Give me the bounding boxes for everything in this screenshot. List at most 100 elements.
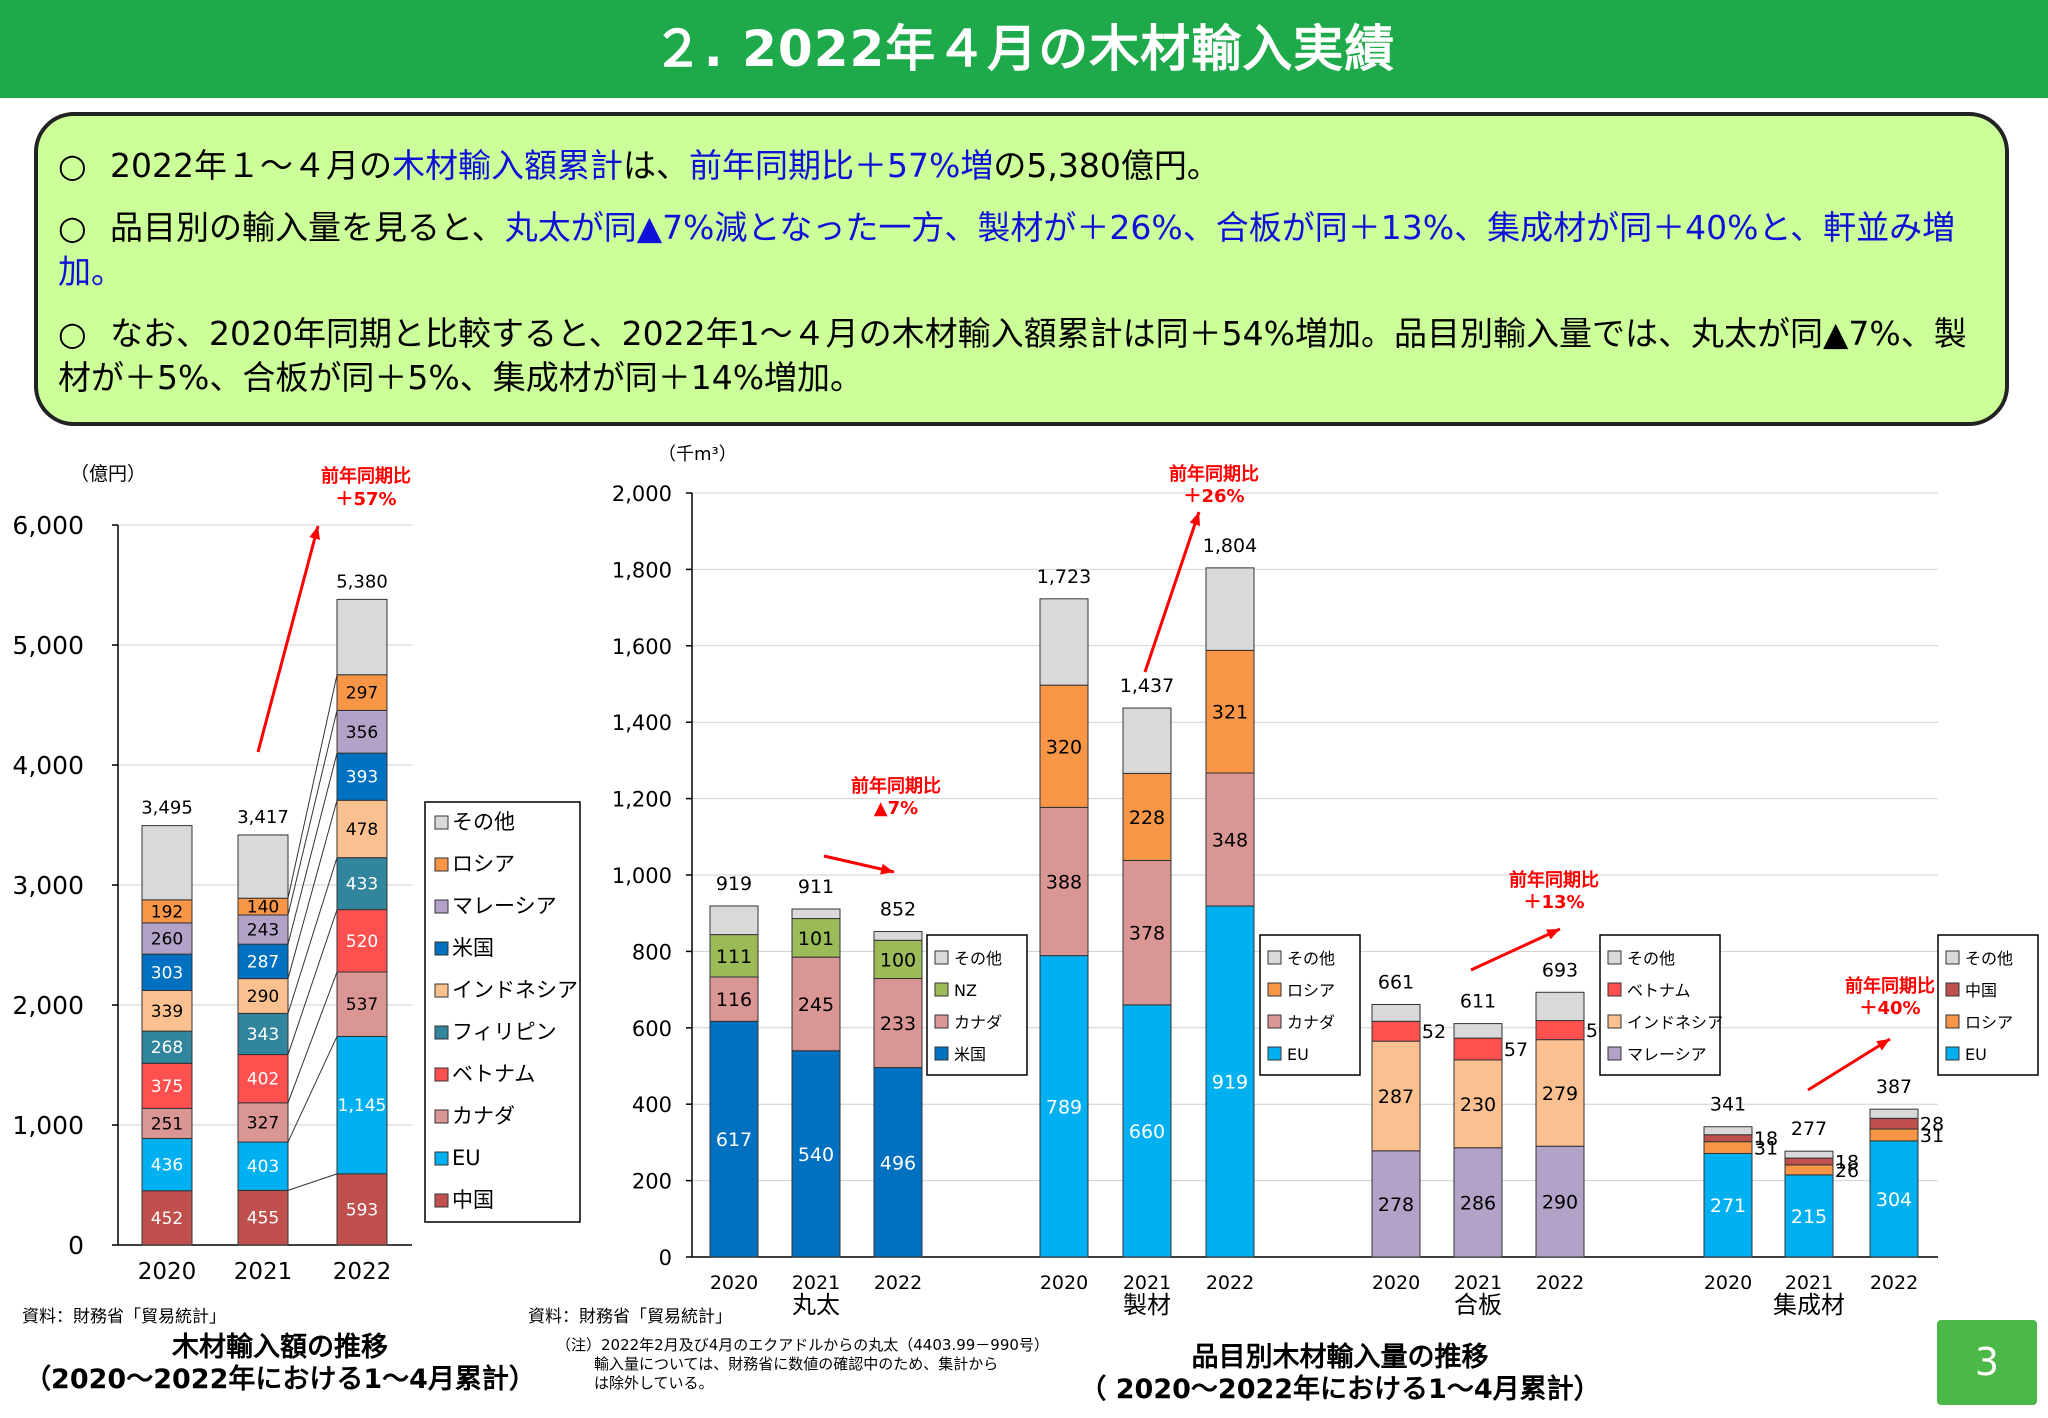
x-tick-label: 2021: [1454, 1272, 1502, 1294]
summary-bullet-3: ○ なお、2020年同期と比較すると、2022年1～４月の木材輸入額累計は同＋54…: [58, 314, 1967, 397]
bar-segment-製材-カナダ: [1205, 772, 1255, 907]
data-label: 348: [1212, 829, 1248, 851]
x-tick-label: 2020: [138, 1259, 197, 1285]
legend-swatch: [1267, 1014, 1282, 1029]
bar-segment-丸太-米国: [709, 1020, 759, 1258]
legend-label: マレーシア: [452, 894, 557, 918]
bar-segment-その他: [237, 834, 289, 899]
data-label: 57: [1504, 1039, 1528, 1061]
connector-line: [287, 752, 338, 945]
summary-box: [34, 112, 2009, 426]
bar-segment-合板-インドネシア: [1453, 1059, 1503, 1149]
bar-segment-丸太-米国: [873, 1067, 923, 1258]
bar-segment-集成材-その他: [1869, 1108, 1919, 1119]
legend-swatch: [434, 857, 449, 872]
legend-box: [424, 801, 581, 1223]
connector-line: [287, 800, 338, 979]
total-label: 341: [1710, 1094, 1746, 1116]
data-label: 192: [151, 902, 183, 922]
data-label: 245: [798, 994, 834, 1016]
right-source-note: 資料：財務省「貿易統計」: [528, 1307, 732, 1327]
legend-swatch: [934, 1046, 949, 1061]
bar-segment-中国: [141, 1190, 193, 1246]
x-tick-label: 2021: [792, 1272, 840, 1294]
data-label: 455: [247, 1209, 279, 1229]
data-label: 327: [247, 1113, 279, 1133]
y-tick-label: 2,000: [612, 482, 672, 506]
legend-label: NZ: [954, 981, 977, 1000]
group-label: 丸太: [792, 1291, 840, 1319]
data-label: 100: [880, 949, 916, 971]
total-label: 387: [1876, 1076, 1912, 1098]
bar-segment-カナダ: [336, 971, 388, 1037]
total-label: 852: [880, 899, 916, 921]
bar-segment-米国: [237, 943, 289, 980]
summary-bullet-1: ○ 2022年１～４月の木材輸入額累計は、前年同期比＋57%増の5,380億円。: [58, 144, 1998, 188]
legend-label: 米国: [452, 936, 494, 960]
legend-swatch: [1607, 982, 1622, 997]
import-volume-chart: （千m³） 0 200 400 600 800 1,000 1,200 1,400 1,600 1,…: [612, 444, 2039, 1319]
legend-label: ロシア: [1965, 1013, 2013, 1032]
bar-segment-合板-その他: [1453, 1023, 1503, 1039]
data-label: 26: [1835, 1160, 1859, 1182]
total-label: 1,437: [1120, 675, 1174, 697]
data-label: 617: [716, 1129, 752, 1151]
legend-label: その他: [1627, 949, 1675, 968]
bar-segment-集成材-その他: [1784, 1150, 1834, 1159]
bar-segment-丸太-カナダ: [873, 978, 923, 1069]
bar-segment-ベトナム: [141, 1062, 193, 1109]
bar-segment-その他: [336, 598, 388, 676]
data-label: 388: [1046, 871, 1082, 893]
group-label: 集成材: [1773, 1291, 1845, 1319]
bar-segment-丸太-カナダ: [709, 976, 759, 1022]
connector-line: [287, 909, 338, 1055]
bar-segment-その他: [141, 825, 193, 901]
bar-segment-製材-その他: [1205, 567, 1255, 651]
x-tick-label: 2022: [1206, 1272, 1254, 1294]
total-label: 693: [1542, 959, 1578, 981]
bar-segment-ロシア: [336, 674, 388, 711]
bar-segment-集成材-EU: [1869, 1140, 1919, 1258]
x-tick-label: 2022: [333, 1259, 392, 1285]
bar-segment-製材-その他: [1039, 598, 1089, 686]
x-tick-label: 2021: [1785, 1272, 1833, 1294]
bar-segment-集成材-EU: [1784, 1174, 1834, 1258]
data-label: 436: [151, 1156, 183, 1176]
legend-swatch: [1607, 950, 1622, 965]
data-label: 356: [346, 723, 378, 743]
y-tick-label: 6,000: [12, 511, 84, 540]
bar-segment-米国: [141, 953, 193, 991]
connector-line: [287, 710, 338, 916]
legend-swatch: [1607, 1014, 1622, 1029]
bar-segment-製材-ロシア: [1039, 684, 1089, 808]
y-tick-label: 400: [632, 1093, 672, 1117]
growth-arrow-head: [1189, 512, 1201, 526]
data-label: 403: [247, 1157, 279, 1177]
growth-arrow-head: [880, 863, 894, 875]
data-label: 496: [880, 1152, 916, 1174]
data-label: 52: [1422, 1021, 1446, 1043]
x-tick-label: 2020: [1040, 1272, 1088, 1294]
bar-segment-EU: [141, 1137, 193, 1192]
bar-segment-マレーシア: [336, 709, 388, 754]
data-label: 268: [151, 1038, 183, 1058]
total-label: 277: [1791, 1118, 1827, 1140]
annotation-line2: ＋57%: [335, 489, 396, 510]
bar-segment-集成材-中国: [1703, 1134, 1753, 1143]
data-label: 278: [1378, 1194, 1414, 1216]
data-label: 28: [1920, 1114, 1944, 1136]
annotation-line2: ＋40%: [1859, 998, 1920, 1019]
data-label: 378: [1129, 923, 1165, 945]
legend-swatch: [1267, 950, 1282, 965]
x-tick-label: 2020: [1372, 1272, 1420, 1294]
annotation-line1: 前年同期比: [321, 465, 411, 487]
x-tick-label: 2021: [1123, 1272, 1171, 1294]
data-label: 140: [247, 898, 279, 918]
data-label: 290: [1542, 1192, 1578, 1214]
total-label: 3,417: [237, 807, 289, 828]
bar-segment-EU: [336, 1035, 388, 1175]
legend-label: マレーシア: [1627, 1045, 1707, 1064]
legend-swatch: [434, 1025, 449, 1040]
connector-line: [287, 857, 338, 1014]
legend-label: ロシア: [1287, 981, 1335, 1000]
